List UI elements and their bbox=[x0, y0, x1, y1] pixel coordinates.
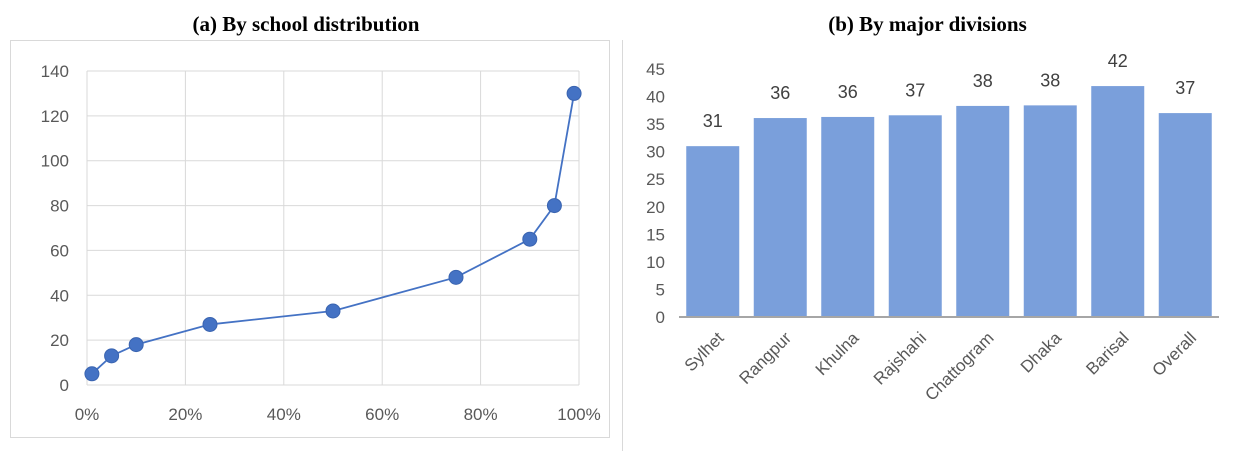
y-tick-label: 30 bbox=[646, 143, 665, 162]
chart-b-area: 0 5 10 15 20 25 30 35 40 45 31 Sylhet 36 Rangpur 36 Khu… bbox=[622, 40, 1233, 451]
bar bbox=[956, 105, 1010, 318]
data-point bbox=[522, 231, 538, 247]
series-line bbox=[91, 93, 575, 375]
bar bbox=[821, 116, 875, 318]
x-tick-label: 20% bbox=[168, 405, 202, 424]
data-point bbox=[448, 269, 464, 285]
x-tick-label: Barisal bbox=[1082, 328, 1132, 378]
y-tick-label: 35 bbox=[646, 115, 665, 134]
x-tick-label: Sylhet bbox=[681, 328, 728, 375]
x-tick-label: Overall bbox=[1149, 328, 1201, 380]
data-label: 38 bbox=[973, 71, 993, 91]
y-tick-label: 20 bbox=[646, 198, 665, 217]
x-tick-label: 0% bbox=[75, 405, 100, 424]
x-tick-label: 40% bbox=[267, 405, 301, 424]
data-point bbox=[325, 303, 341, 319]
data-point bbox=[202, 316, 218, 332]
x-tick-label: 60% bbox=[365, 405, 399, 424]
y-tick-label: 40 bbox=[646, 88, 665, 107]
data-label: 36 bbox=[770, 83, 790, 103]
data-point bbox=[546, 198, 562, 214]
y-tick-label: 20 bbox=[50, 331, 69, 350]
line-chart-svg: 0 20 40 60 80 100 120 140 0% 20% 40% 60% 80% 100% bbox=[41, 62, 601, 424]
y-tick-label: 10 bbox=[646, 253, 665, 272]
bar bbox=[753, 118, 807, 317]
y-tick-label: 25 bbox=[646, 170, 665, 189]
chart-a-title: (a) By school distribution bbox=[192, 12, 420, 36]
x-tick-label: 80% bbox=[464, 405, 498, 424]
y-tick-label: 60 bbox=[50, 241, 69, 260]
data-label: 36 bbox=[838, 82, 858, 102]
data-label: 38 bbox=[1040, 70, 1060, 90]
y-tick-label: 100 bbox=[41, 152, 69, 171]
y-tick-label: 5 bbox=[656, 280, 665, 299]
bar bbox=[888, 115, 942, 317]
data-label: 42 bbox=[1108, 51, 1128, 71]
y-tick-label: 45 bbox=[646, 60, 665, 79]
data-point bbox=[84, 366, 100, 382]
y-tick-label: 15 bbox=[646, 225, 665, 244]
bar bbox=[686, 146, 740, 317]
x-tick-label: Dhaka bbox=[1017, 328, 1066, 377]
data-label: 31 bbox=[703, 111, 723, 131]
y-tick-label: 140 bbox=[41, 62, 69, 81]
y-tick-label: 120 bbox=[41, 107, 69, 126]
data-point bbox=[128, 337, 144, 353]
data-label: 37 bbox=[905, 80, 925, 100]
chart-a-area: 0 20 40 60 80 100 120 140 0% 20% 40% 60% 80% 100% bbox=[10, 40, 610, 438]
x-tick-label: Rangpur bbox=[736, 328, 796, 388]
data-point bbox=[104, 348, 120, 364]
bar bbox=[1023, 105, 1077, 317]
x-tick-label: Rajshahi bbox=[870, 328, 930, 388]
data-label: 37 bbox=[1175, 78, 1195, 98]
bar bbox=[1091, 86, 1145, 317]
bar-chart-svg: 0 5 10 15 20 25 30 35 40 45 31 Sylhet 36 Rangpur 36 Khu… bbox=[646, 51, 1219, 405]
y-tick-label: 40 bbox=[50, 286, 69, 305]
y-tick-label: 0 bbox=[60, 376, 69, 395]
x-tick-label: 100% bbox=[557, 405, 600, 424]
bar bbox=[1158, 113, 1212, 317]
x-tick-label: Chattogram bbox=[921, 328, 997, 404]
data-point bbox=[566, 85, 582, 101]
y-tick-label: 0 bbox=[656, 308, 665, 327]
y-tick-label: 80 bbox=[50, 197, 69, 216]
chart-b-title: (b) By major divisions bbox=[828, 12, 1027, 36]
x-tick-label: Khulna bbox=[812, 328, 863, 379]
